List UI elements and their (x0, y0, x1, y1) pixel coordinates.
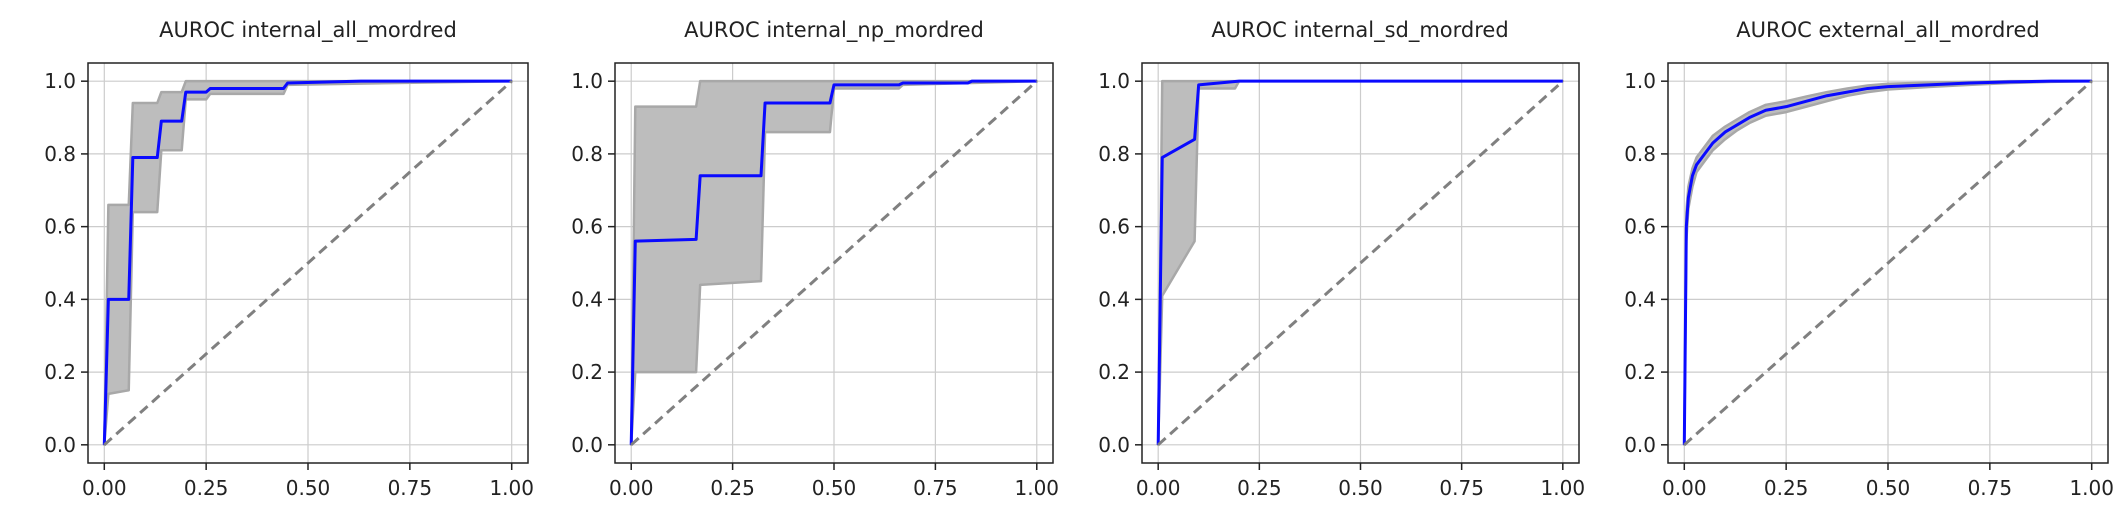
y-tick-label: 0.4 (1098, 287, 1130, 311)
x-tick-label: 0.25 (184, 476, 229, 500)
plot-area (1682, 79, 2093, 447)
y-tick-label: 0.8 (571, 142, 603, 166)
roc-panel: AUROC internal_np_mordred 0.00 0.25 0.50 0.… (571, 18, 1059, 500)
y-tick-label: 0.8 (1624, 142, 1656, 166)
panel-title: AUROC internal_all_mordred (159, 18, 457, 43)
roc-curve-line (1682, 79, 2092, 445)
roc-curve-line (629, 79, 1037, 445)
y-tick-label: 0.6 (571, 215, 603, 239)
y-tick-label: 0.6 (1098, 215, 1130, 239)
x-tick-label: 0.75 (1439, 476, 1484, 500)
y-tick-label: 1.0 (571, 69, 603, 93)
x-tick-label: 0.25 (1237, 476, 1282, 500)
plot-area (629, 79, 1039, 447)
panel-title: AUROC external_all_mordred (1736, 18, 2039, 43)
x-tick-label: 0.00 (1136, 476, 1181, 500)
x-tick-label: 0.25 (710, 476, 755, 500)
x-tick-label: 0.00 (609, 476, 654, 500)
plot-area (1156, 79, 1565, 447)
roc-curve-line (102, 79, 512, 445)
confidence-band (629, 79, 1039, 447)
y-tick-label: 0.0 (1624, 433, 1656, 457)
y-tick-label: 0.8 (1098, 142, 1130, 166)
plot-area (102, 79, 513, 447)
y-tick-label: 0.6 (44, 215, 76, 239)
chance-diagonal-line (1157, 80, 1564, 446)
x-tick-label: 0.75 (388, 476, 433, 500)
y-tick-label: 0.4 (1624, 287, 1656, 311)
x-tick-label: 0.50 (286, 476, 331, 500)
x-tick-label: 0.50 (812, 476, 857, 500)
x-tick-label: 0.00 (82, 476, 127, 500)
x-tick-label: 0.75 (1968, 476, 2013, 500)
panel-title: AUROC internal_sd_mordred (1211, 18, 1508, 43)
x-tick-label: 1.00 (2069, 476, 2114, 500)
panel-title: AUROC internal_np_mordred (684, 18, 984, 43)
y-tick-label: 0.6 (1624, 215, 1656, 239)
y-tick-label: 0.0 (1098, 433, 1130, 457)
x-tick-label: 0.00 (1662, 476, 1707, 500)
x-tick-label: 0.25 (1764, 476, 1809, 500)
y-tick-label: 0.4 (44, 287, 76, 311)
x-tick-label: 1.00 (489, 476, 534, 500)
roc-panel: AUROC internal_all_mordred 0.00 0.25 0.50 0… (44, 18, 534, 500)
chance-diagonal-line (630, 80, 1038, 446)
x-tick-label: 1.00 (1541, 476, 1586, 500)
y-tick-label: 1.0 (1098, 69, 1130, 93)
x-tick-label: 1.00 (1015, 476, 1060, 500)
y-tick-label: 0.2 (1098, 360, 1130, 384)
chance-diagonal-line (103, 80, 513, 446)
x-tick-label: 0.75 (913, 476, 958, 500)
chance-diagonal-line (1683, 80, 2093, 446)
roc-panel: AUROC internal_sd_mordred 0.00 0.25 0.50 0.… (1098, 18, 1585, 500)
roc-curve-line (1156, 79, 1563, 445)
y-tick-label: 0.0 (44, 433, 76, 457)
x-tick-label: 0.50 (1338, 476, 1383, 500)
x-tick-label: 0.50 (1866, 476, 1911, 500)
y-tick-label: 0.2 (1624, 360, 1656, 384)
y-tick-label: 0.2 (44, 360, 76, 384)
roc-panel: AUROC external_all_mordred 0.00 0.25 0.50 0… (1624, 18, 2114, 500)
y-tick-label: 1.0 (44, 69, 76, 93)
y-tick-label: 1.0 (1624, 69, 1656, 93)
y-tick-label: 0.8 (44, 142, 76, 166)
y-tick-label: 0.0 (571, 433, 603, 457)
y-tick-label: 0.2 (571, 360, 603, 384)
y-tick-label: 0.4 (571, 287, 603, 311)
